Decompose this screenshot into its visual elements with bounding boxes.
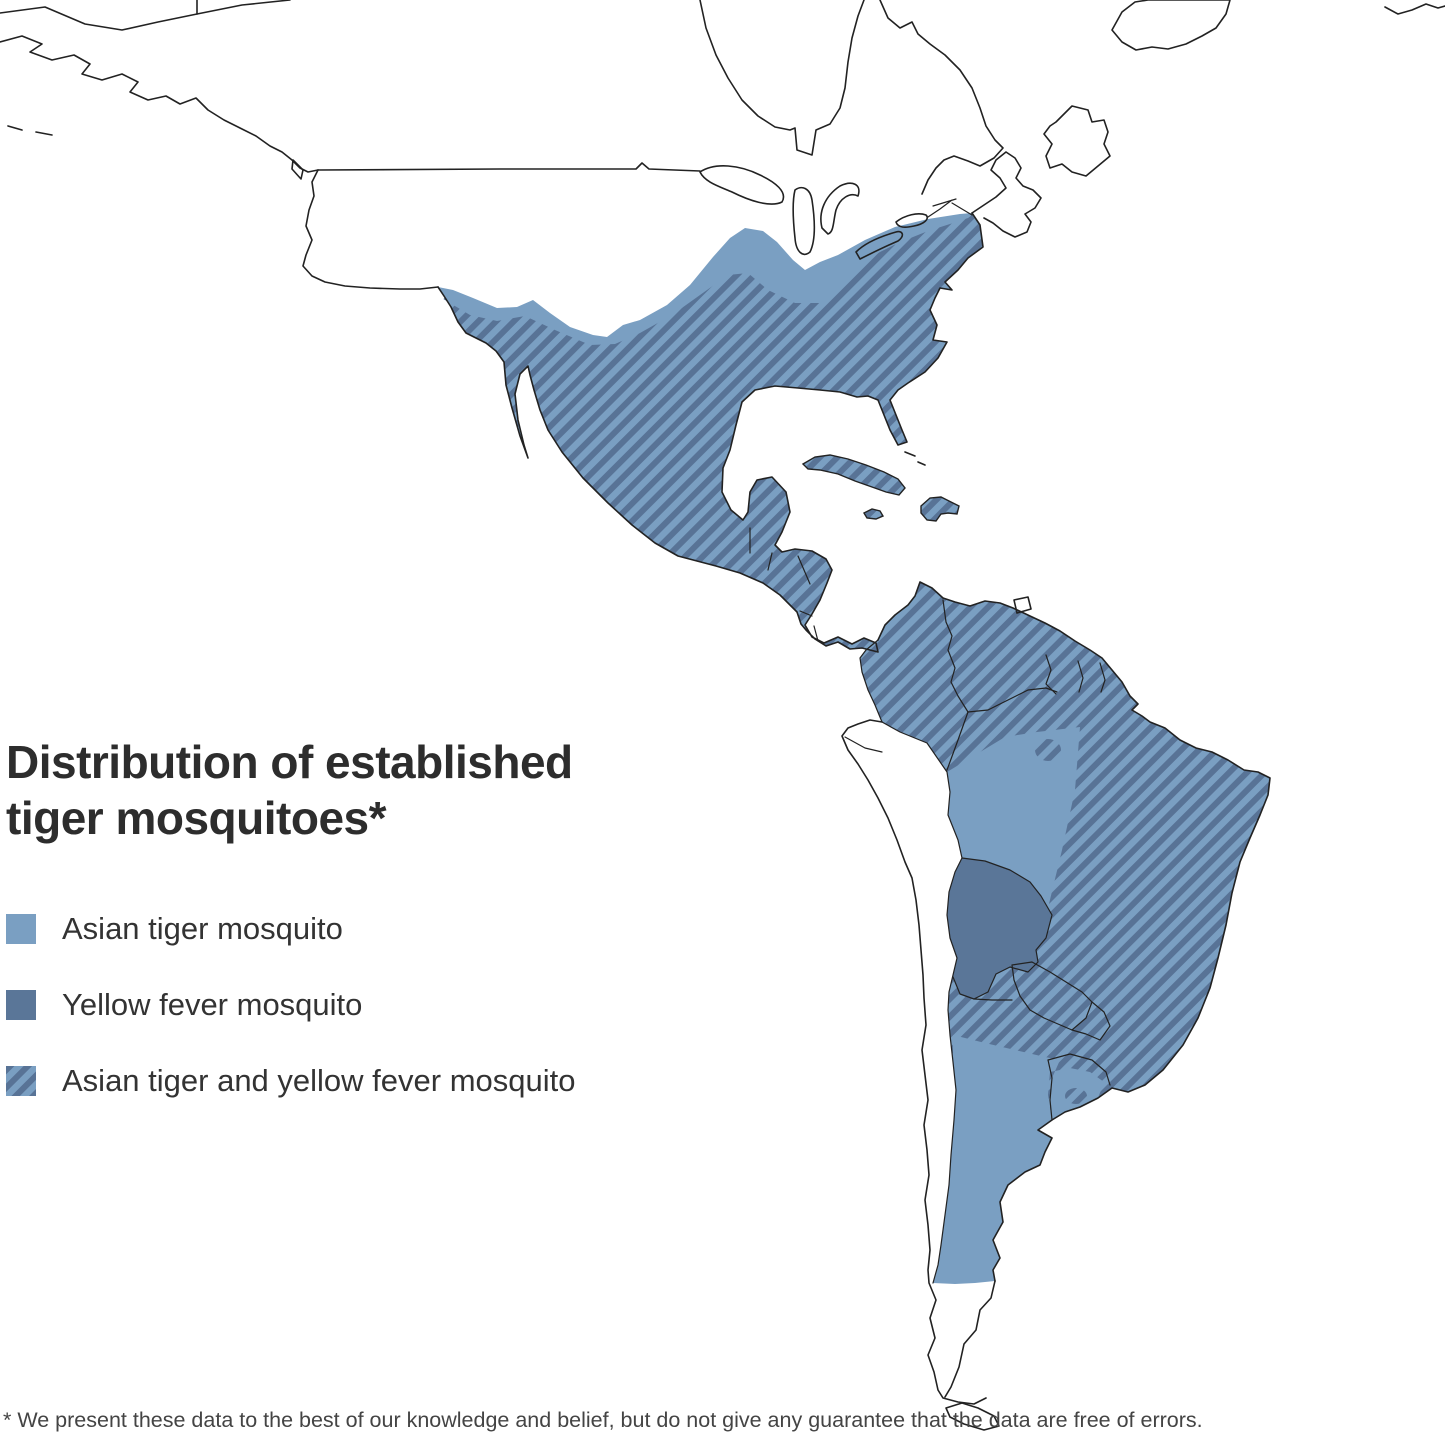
uruguay-hatch-patch xyxy=(1065,1088,1087,1104)
patagonia-east-coast xyxy=(944,1280,996,1398)
border-costa-rica-panama xyxy=(813,625,819,642)
lake-huron xyxy=(820,182,860,235)
alaska-south-coast xyxy=(0,35,319,173)
border-paraguay-outline xyxy=(1011,961,1093,1031)
greenland-tip xyxy=(1111,0,1231,51)
us-canada-border xyxy=(317,162,701,172)
range-north-both-hatched xyxy=(440,215,983,652)
border-bolivia-argentina xyxy=(973,998,1013,1001)
hudson-bay-coast xyxy=(699,0,865,156)
amazon-hatch-patch xyxy=(1035,739,1061,761)
yellow-fever-swatch-icon xyxy=(6,990,36,1020)
border-venezuela-brazil xyxy=(967,687,1058,713)
jamaica xyxy=(863,508,884,520)
hispaniola xyxy=(920,496,960,522)
north-america-filled-coast xyxy=(437,212,984,653)
lake-erie xyxy=(855,230,904,260)
lake-ontario xyxy=(895,213,929,228)
alaska-arctic-coast xyxy=(0,0,291,31)
border-honduras-nicaragua xyxy=(797,555,811,585)
range-bolivia-yellow-fever xyxy=(947,858,1052,999)
border-uruguay-river xyxy=(1047,1059,1053,1121)
legend-item-yellow-fever: Yellow fever mosquito xyxy=(6,987,575,1022)
south-america-east-coast xyxy=(877,581,1271,1282)
legend-label-both: Asian tiger and yellow fever mosquito xyxy=(62,1063,576,1098)
border-colombia-brazil xyxy=(946,711,969,771)
footnote: * We present these data to the best of o… xyxy=(3,1408,1203,1432)
cuba xyxy=(802,454,906,496)
border-bolivia-outline xyxy=(952,857,1053,1000)
border-nicaragua-costa-rica xyxy=(799,610,813,617)
asian-tiger-swatch-icon xyxy=(6,914,36,944)
bahamas-cays xyxy=(904,451,926,466)
legend-label-asian-tiger: Asian tiger mosquito xyxy=(62,911,343,946)
border-suriname-french-guiana xyxy=(1099,662,1106,693)
lake-michigan xyxy=(792,186,816,256)
range-south-both-hatched xyxy=(860,582,1270,1284)
tierra-del-fuego xyxy=(945,1402,1000,1431)
political-borders xyxy=(749,198,1111,1284)
title-line-2: tiger mosquitoes* xyxy=(6,792,387,845)
border-colombia-venezuela xyxy=(942,599,969,713)
greenland-corner xyxy=(1384,3,1445,15)
labrador-coast xyxy=(879,0,1004,195)
border-uruguay-brazil xyxy=(1047,1053,1111,1086)
border-venezuela-guyana xyxy=(1045,654,1057,695)
border-argentina-brazil xyxy=(1071,1001,1111,1041)
legend: Asian tiger mosquito Yellow fever mosqui… xyxy=(6,911,576,1142)
both-species-swatch-icon xyxy=(6,1066,36,1096)
border-guatemala-honduras xyxy=(767,552,773,571)
caribbean-islands xyxy=(802,454,960,522)
page-title: Distribution of established tiger mosqui… xyxy=(6,734,726,846)
border-colombia-peru-inland xyxy=(859,639,963,1284)
lake-superior xyxy=(699,165,785,205)
newfoundland xyxy=(1043,105,1111,177)
legend-item-both: Asian tiger and yellow fever mosquito xyxy=(6,1063,576,1098)
border-guyana-suriname xyxy=(1077,660,1084,693)
maritime-canada-coast xyxy=(971,151,1042,238)
legend-item-asian-tiger: Asian tiger mosquito xyxy=(6,911,575,946)
trinidad xyxy=(1013,596,1032,614)
aleutian-islands xyxy=(7,125,53,136)
border-northeast-us-canada xyxy=(927,198,973,218)
vancouver-island xyxy=(291,159,304,180)
legend-label-yellow-fever: Yellow fever mosquito xyxy=(62,987,363,1022)
border-ecuador-peru xyxy=(844,736,883,753)
pacific-coast-south-america xyxy=(841,719,987,1405)
title-line-1: Distribution of established xyxy=(6,736,573,788)
us-west-coast xyxy=(302,169,439,290)
